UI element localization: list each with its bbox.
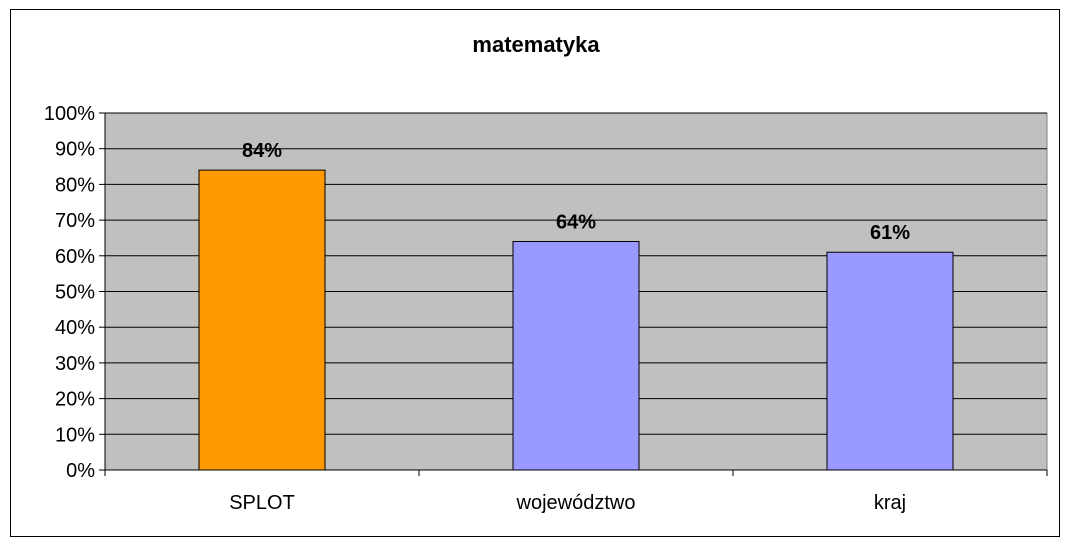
data-label: 61%: [870, 222, 910, 244]
y-tick-label: 10%: [55, 424, 95, 446]
y-tick-label: 70%: [55, 210, 95, 232]
y-tick-label: 80%: [55, 174, 95, 196]
bar-1: [198, 169, 326, 471]
y-tick-label: 100%: [44, 103, 95, 125]
x-category-label: województwo: [516, 492, 636, 514]
bar-2: [512, 241, 640, 471]
y-tick-label: 0%: [66, 460, 95, 482]
y-axis: 0% 10% 20% 30% 40% 50% 60% 70% 80% 90% 100%: [44, 103, 106, 482]
data-label: 84%: [242, 140, 282, 162]
x-axis: SPLOT województwo kraj: [104, 469, 1048, 514]
x-category-label: kraj: [874, 492, 906, 514]
y-tick-label: 60%: [55, 246, 95, 268]
x-category-label: SPLOT: [229, 492, 295, 514]
bar-3: [826, 251, 954, 471]
chart-title: matematyka: [472, 32, 600, 57]
data-label: 64%: [556, 212, 596, 234]
bars: 84% 64% 61%: [198, 140, 954, 471]
y-tick-label: 30%: [55, 353, 95, 375]
y-tick-label: 90%: [55, 139, 95, 161]
y-tick-label: 40%: [55, 317, 95, 339]
y-tick-label: 20%: [55, 389, 95, 411]
y-tick-label: 50%: [55, 282, 95, 304]
